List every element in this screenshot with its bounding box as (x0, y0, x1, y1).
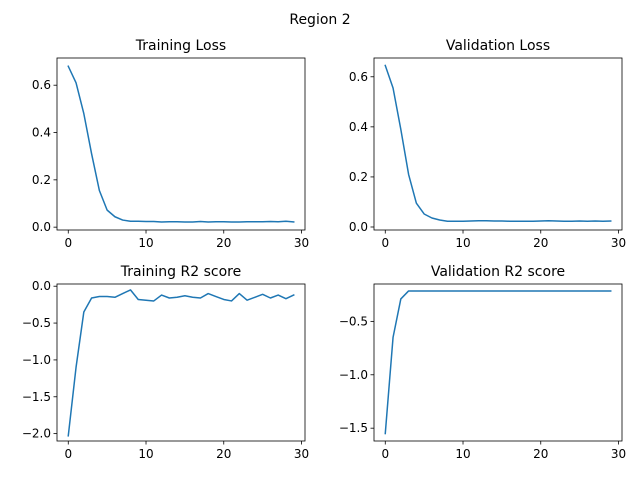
training-loss-ytick-label: 0.0 (32, 220, 51, 234)
validation-r2-ytick-label: −0.5 (339, 314, 368, 328)
validation-r2-title: Validation R2 score (431, 264, 565, 280)
training-r2-frame (56, 283, 306, 442)
validation-loss-xtick-label: 0 (381, 236, 389, 250)
validation-r2-xtick-label: 10 (455, 447, 470, 461)
training-loss-xtick-label: 0 (64, 236, 72, 250)
training-r2-series-line (67, 289, 295, 437)
validation-loss-axes: Validation Loss 0 10 20 30 0.0 0.2 0.4 0.6 (349, 38, 626, 250)
validation-r2-ytick-label: −1.5 (339, 421, 368, 435)
validation-r2-xtick-label: 30 (611, 447, 626, 461)
training-r2-ytick-label: −2.0 (22, 427, 51, 441)
training-r2-xtick-label: 20 (216, 447, 231, 461)
validation-r2-series-line (384, 290, 612, 435)
validation-loss-ytick-label: 0.6 (349, 70, 368, 84)
validation-r2-frame (373, 283, 623, 442)
training-loss-axes: Training Loss 0 10 20 30 0.0 0.2 0.4 0.6 (32, 38, 309, 250)
validation-loss-frame (373, 57, 623, 231)
training-loss-xtick-label: 30 (294, 236, 309, 250)
training-loss-xtick-label: 10 (138, 236, 153, 250)
validation-loss-series-line (384, 64, 612, 222)
validation-r2-ytick-label: −1.0 (339, 368, 368, 382)
validation-loss-xtick-label: 20 (533, 236, 548, 250)
validation-loss-ytick-label: 0.0 (349, 220, 368, 234)
training-loss-ytick-label: 0.6 (32, 78, 51, 92)
training-loss-ytick-label: 0.4 (32, 126, 51, 140)
validation-loss-xtick-label: 10 (455, 236, 470, 250)
training-r2-xtick-label: 30 (294, 447, 309, 461)
training-loss-ytick-label: 0.2 (32, 173, 51, 187)
validation-r2-xtick-label: 20 (533, 447, 548, 461)
validation-r2-axes: Validation R2 score 0 10 20 30 −1.5 −1.0 −0.5 (339, 264, 626, 461)
validation-r2-xtick-label: 0 (381, 447, 389, 461)
training-loss-series-line (67, 65, 295, 223)
training-r2-title: Training R2 score (120, 264, 241, 280)
training-loss-xtick-label: 20 (216, 236, 231, 250)
figure-suptitle: Region 2 (289, 12, 350, 28)
training-r2-ytick-label: 0.0 (32, 279, 51, 293)
validation-loss-title: Validation Loss (446, 38, 550, 54)
validation-loss-xtick-label: 30 (611, 236, 626, 250)
training-loss-title: Training Loss (135, 38, 226, 54)
training-r2-xtick-label: 0 (64, 447, 72, 461)
training-r2-ytick-label: −0.5 (22, 316, 51, 330)
validation-loss-ytick-label: 0.2 (349, 170, 368, 184)
validation-loss-ytick-label: 0.4 (349, 120, 368, 134)
training-r2-ytick-label: −1.0 (22, 353, 51, 367)
training-r2-xtick-label: 10 (138, 447, 153, 461)
training-r2-axes: Training R2 score 0 10 20 30 −2.0 −1.5 −1.0 −0.5… (22, 264, 309, 461)
training-r2-ytick-label: −1.5 (22, 390, 51, 404)
training-loss-frame (56, 57, 306, 231)
